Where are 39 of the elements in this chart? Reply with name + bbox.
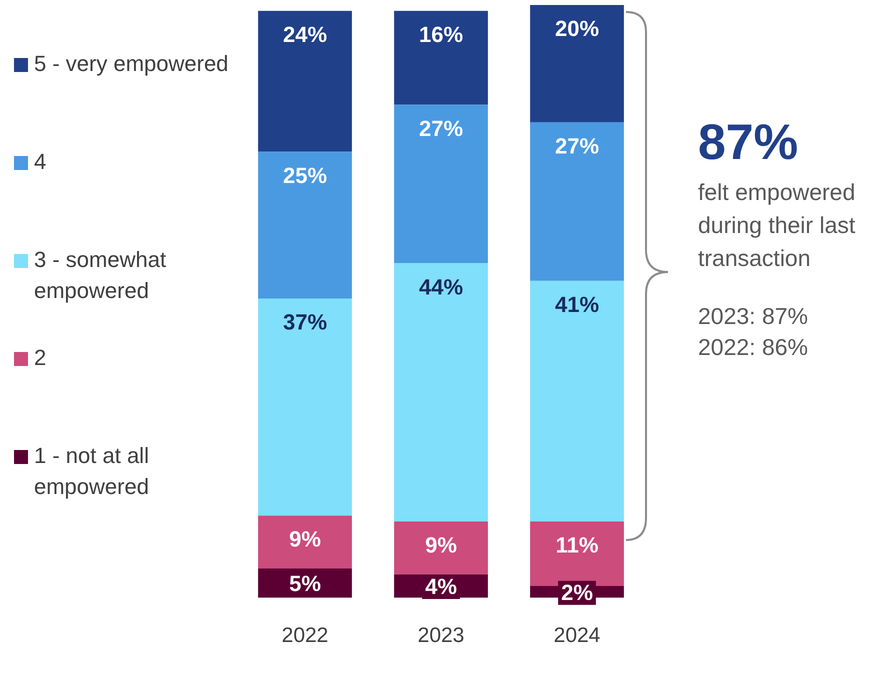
x-tick-label: 2023 [418, 624, 464, 648]
bar [258, 298, 352, 516]
bar [530, 280, 624, 522]
data-label: 9% [289, 526, 321, 552]
legend-label: 3 - somewhat empowered [33, 246, 168, 305]
legend-label: 1 - not at all empowered [33, 442, 150, 501]
data-label: 27% [418, 116, 464, 141]
data-label: 37% [282, 310, 328, 335]
bar [394, 263, 488, 522]
data-label: 27% [554, 133, 600, 158]
data-label: 2% [561, 580, 593, 605]
text: 2022: 86% [698, 333, 809, 362]
x-tick-label: 2022 [282, 624, 328, 648]
data-label: 16% [418, 22, 464, 47]
data-label: 25% [282, 162, 328, 188]
bar [394, 104, 488, 264]
data-label: 20% [554, 16, 600, 42]
data-label: 4% [425, 574, 457, 600]
text: 87% [698, 113, 800, 172]
text: felt empowered during their last transaction [698, 178, 856, 273]
data-label: 24% [282, 22, 328, 47]
bar [530, 522, 624, 586]
bar [258, 516, 352, 568]
data-label: 44% [418, 274, 464, 300]
data-label: 9% [425, 532, 457, 558]
bar [394, 10, 488, 105]
data-label: 11% [556, 532, 598, 558]
legend-label: 5 - very empowered [33, 50, 230, 78]
x-tick-label: 2024 [554, 624, 601, 648]
bar [258, 10, 352, 152]
text: 2023: 87% [698, 302, 809, 331]
data-label: 5% [289, 571, 321, 596]
data-label: 41% [554, 292, 600, 317]
legend-label: 2 [33, 344, 48, 372]
bar [258, 152, 352, 298]
bar [394, 522, 488, 574]
legend-label: 4 [33, 148, 48, 176]
bar [530, 122, 624, 281]
bar [530, 5, 624, 122]
